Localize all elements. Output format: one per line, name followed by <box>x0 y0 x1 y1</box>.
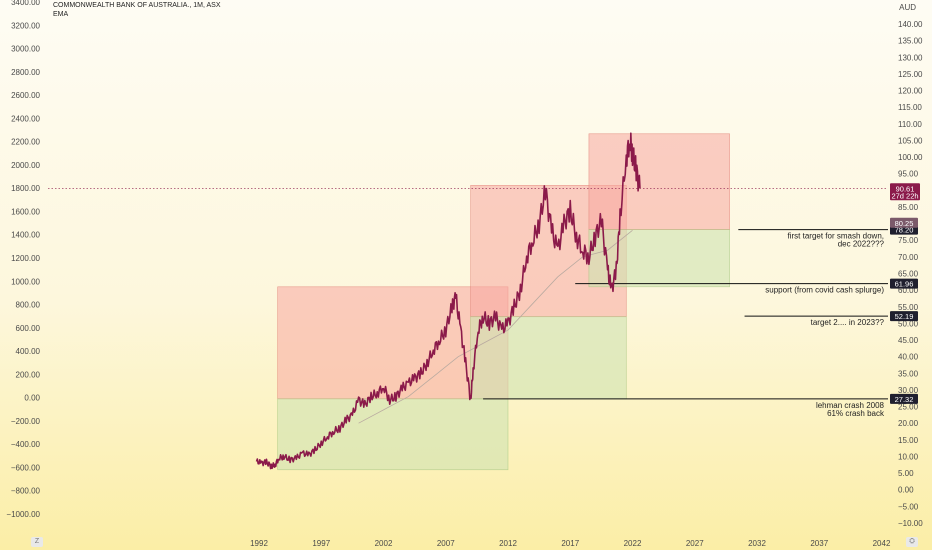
time-scale-bar: Z ⛭ <box>0 536 932 550</box>
x-axis-tick: 2027 <box>686 539 704 548</box>
ema-badge-text: 80.25 <box>895 219 914 228</box>
right-axis-tick: 125.00 <box>898 70 923 79</box>
level-badge-3[interactable] <box>890 393 918 404</box>
level-sublabel-3: 61% crash back <box>827 409 885 418</box>
left-axis-tick: 2400.00 <box>11 114 40 123</box>
chart-title: COMMONWEALTH BANK OF AUSTRALIA., 1M, ASX <box>53 2 221 9</box>
right-axis-tick: 30.00 <box>898 386 919 395</box>
right-axis-tick: 25.00 <box>898 403 919 412</box>
right-axis-tick: 70.00 <box>898 253 919 262</box>
right-axis-tick: 95.00 <box>898 170 919 179</box>
left-axis-tick: 0.00 <box>24 394 40 403</box>
right-axis-tick: 35.00 <box>898 369 919 378</box>
currency-label: AUD <box>899 3 916 12</box>
left-axis-tick: −800.00 <box>11 487 41 496</box>
price-line[interactable] <box>255 132 641 470</box>
left-axis-tick: −600.00 <box>11 463 41 472</box>
auto-scale-icon[interactable]: Z <box>31 537 43 547</box>
x-axis-tick: 2012 <box>499 539 517 548</box>
x-axis-tick: 2022 <box>624 539 642 548</box>
right-axis-tick: 5.00 <box>898 469 914 478</box>
left-axis-tick: −1000.00 <box>6 510 40 519</box>
level-badge-text-0: 78.20 <box>895 226 914 235</box>
right-axis-tick: 120.00 <box>898 87 923 96</box>
ema-badge[interactable] <box>890 217 918 228</box>
right-axis-tick: 15.00 <box>898 436 919 445</box>
right-axis-tick: 140.00 <box>898 20 923 29</box>
left-axis-tick: 2600.00 <box>11 91 40 100</box>
settings-gear-icon[interactable]: ⛭ <box>906 537 918 547</box>
right-axis-tick: −5.00 <box>898 502 919 511</box>
level-badge-text-1: 61.96 <box>895 280 914 289</box>
right-axis-tick: 45.00 <box>898 336 919 345</box>
right-axis-tick: 105.00 <box>898 136 923 145</box>
right-axis-tick: 0.00 <box>898 486 914 495</box>
left-axis-tick: 2200.00 <box>11 138 40 147</box>
zone-green-3[interactable] <box>470 316 627 400</box>
left-axis-tick: −400.00 <box>11 440 41 449</box>
level-badge-text-2: 52.19 <box>895 312 914 321</box>
right-axis-tick: 85.00 <box>898 203 919 212</box>
zone-red-4[interactable] <box>588 133 730 230</box>
level-label-1: support (from covid cash splurge) <box>765 286 884 295</box>
right-axis-tick: 60.00 <box>898 286 919 295</box>
indicator-label[interactable]: EMA <box>53 11 69 18</box>
last-price-badge[interactable] <box>890 183 920 201</box>
right-axis-tick: 40.00 <box>898 353 919 362</box>
right-axis-tick: 50.00 <box>898 319 919 328</box>
x-axis-tick: 2017 <box>561 539 579 548</box>
x-axis-tick: 2007 <box>437 539 455 548</box>
left-axis-tick: 3400.00 <box>11 0 40 7</box>
zone-green-5[interactable] <box>588 229 730 288</box>
right-axis-tick: 135.00 <box>898 37 923 46</box>
right-axis-tick: 10.00 <box>898 452 919 461</box>
right-axis-tick: 100.00 <box>898 153 923 162</box>
left-axis-tick: 1400.00 <box>11 231 40 240</box>
last-price-text: 90.61 <box>896 184 915 193</box>
level-label-0: first target for smash down, <box>788 232 884 241</box>
level-label-3: lehman crash 2008 <box>816 401 885 410</box>
right-axis-tick: 130.00 <box>898 53 923 62</box>
zone-green-1[interactable] <box>277 398 509 471</box>
left-axis-tick: 400.00 <box>16 347 41 356</box>
level-badge-text-3: 27.32 <box>895 395 914 404</box>
left-axis-tick: 800.00 <box>16 301 41 310</box>
right-axis-tick: 55.00 <box>898 303 919 312</box>
left-axis-tick: 3000.00 <box>11 45 40 54</box>
left-axis-tick: 1600.00 <box>11 207 40 216</box>
right-axis-tick: 110.00 <box>898 120 922 129</box>
x-axis-tick: 2032 <box>748 539 766 548</box>
left-axis-tick: 3200.00 <box>11 21 40 30</box>
left-axis-tick: 200.00 <box>16 370 41 379</box>
level-sublabel-0: dec 2022??? <box>838 240 885 249</box>
level-badge-1[interactable] <box>890 278 918 289</box>
left-axis-tick: 1800.00 <box>11 184 40 193</box>
left-axis-tick: 2800.00 <box>11 68 40 77</box>
right-axis-tick: −10.00 <box>898 519 923 528</box>
bar-countdown-text: 27d 22h <box>891 191 918 200</box>
left-axis-tick: 1200.00 <box>11 254 40 263</box>
x-axis-tick: 1997 <box>312 539 330 548</box>
right-axis-tick: 75.00 <box>898 236 919 245</box>
left-axis-tick: 600.00 <box>16 324 41 333</box>
x-axis-tick: 2042 <box>873 539 891 548</box>
right-axis-tick: 115.00 <box>898 103 922 112</box>
right-axis-tick: 20.00 <box>898 419 919 428</box>
x-axis-tick: 1992 <box>250 539 268 548</box>
level-label-2: target 2.... in 2023?? <box>811 318 885 327</box>
level-badge-2[interactable] <box>890 311 918 322</box>
right-axis-tick: 65.00 <box>898 270 919 279</box>
x-axis-tick: 2002 <box>375 539 393 548</box>
left-axis-tick: 1000.00 <box>11 277 40 286</box>
x-axis-tick: 2037 <box>810 539 828 548</box>
left-axis-tick: 2000.00 <box>11 161 40 170</box>
left-axis-tick: −200.00 <box>11 417 41 426</box>
